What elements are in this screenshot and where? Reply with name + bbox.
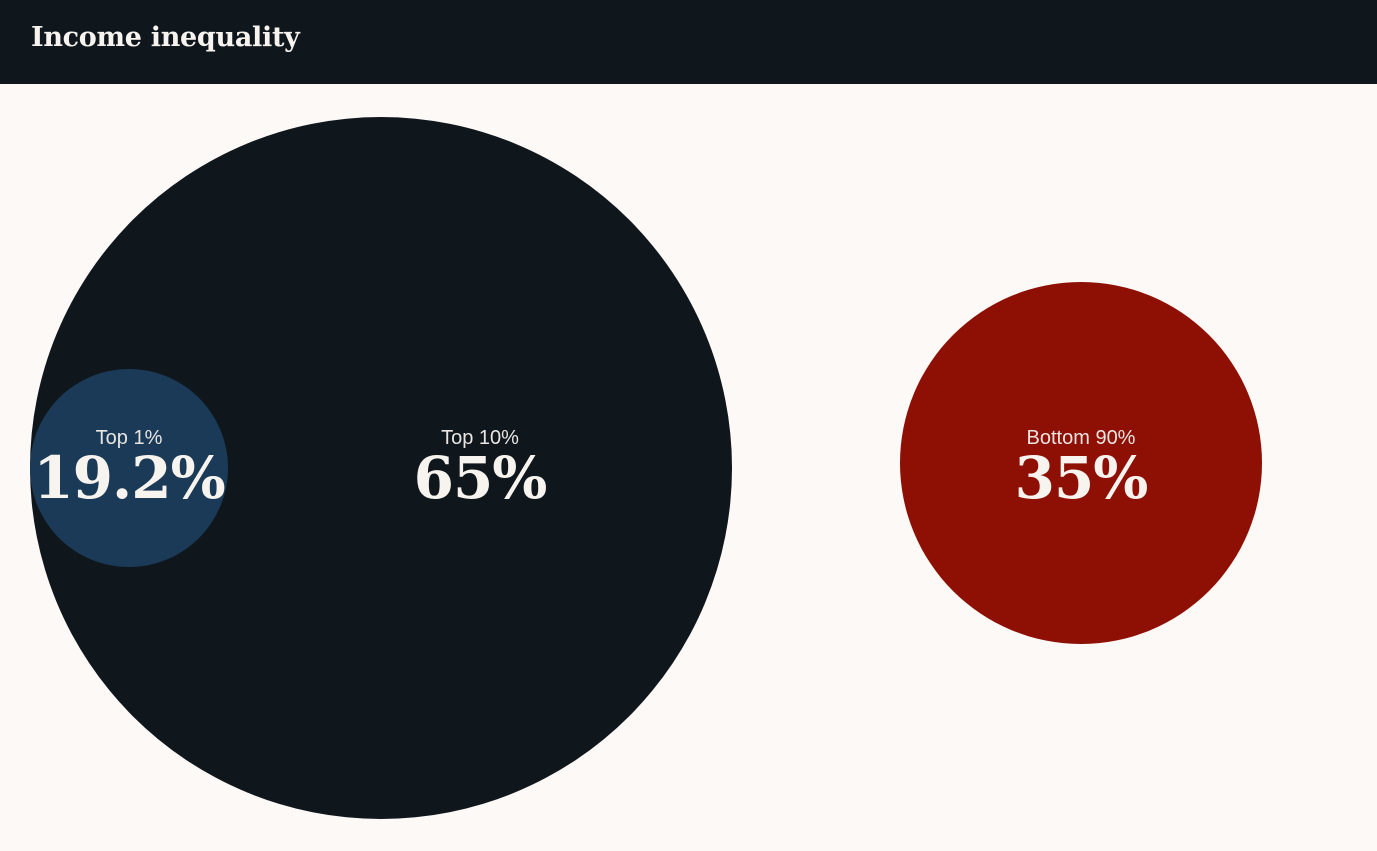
header-bar: Income inequality: [0, 0, 1377, 84]
bubble-bottom-90: [900, 282, 1262, 644]
bubble-value-bottom-90: 35%: [1014, 444, 1149, 512]
bubble-top-1: [30, 369, 228, 567]
bubble-value-top-10: 65%: [413, 444, 548, 512]
bubble-chart: Top 10% 65% Top 1% 19.2% Bottom 90% 35%: [0, 84, 1377, 851]
bubble-value-top-1: 19.2%: [33, 444, 225, 512]
page-title: Income inequality: [31, 22, 300, 53]
bubble-label-top-1: Top 1%: [95, 427, 163, 449]
bubble-label-top-10: Top 10%: [441, 427, 519, 449]
bubble-label-bottom-90: Bottom 90%: [1026, 427, 1136, 449]
